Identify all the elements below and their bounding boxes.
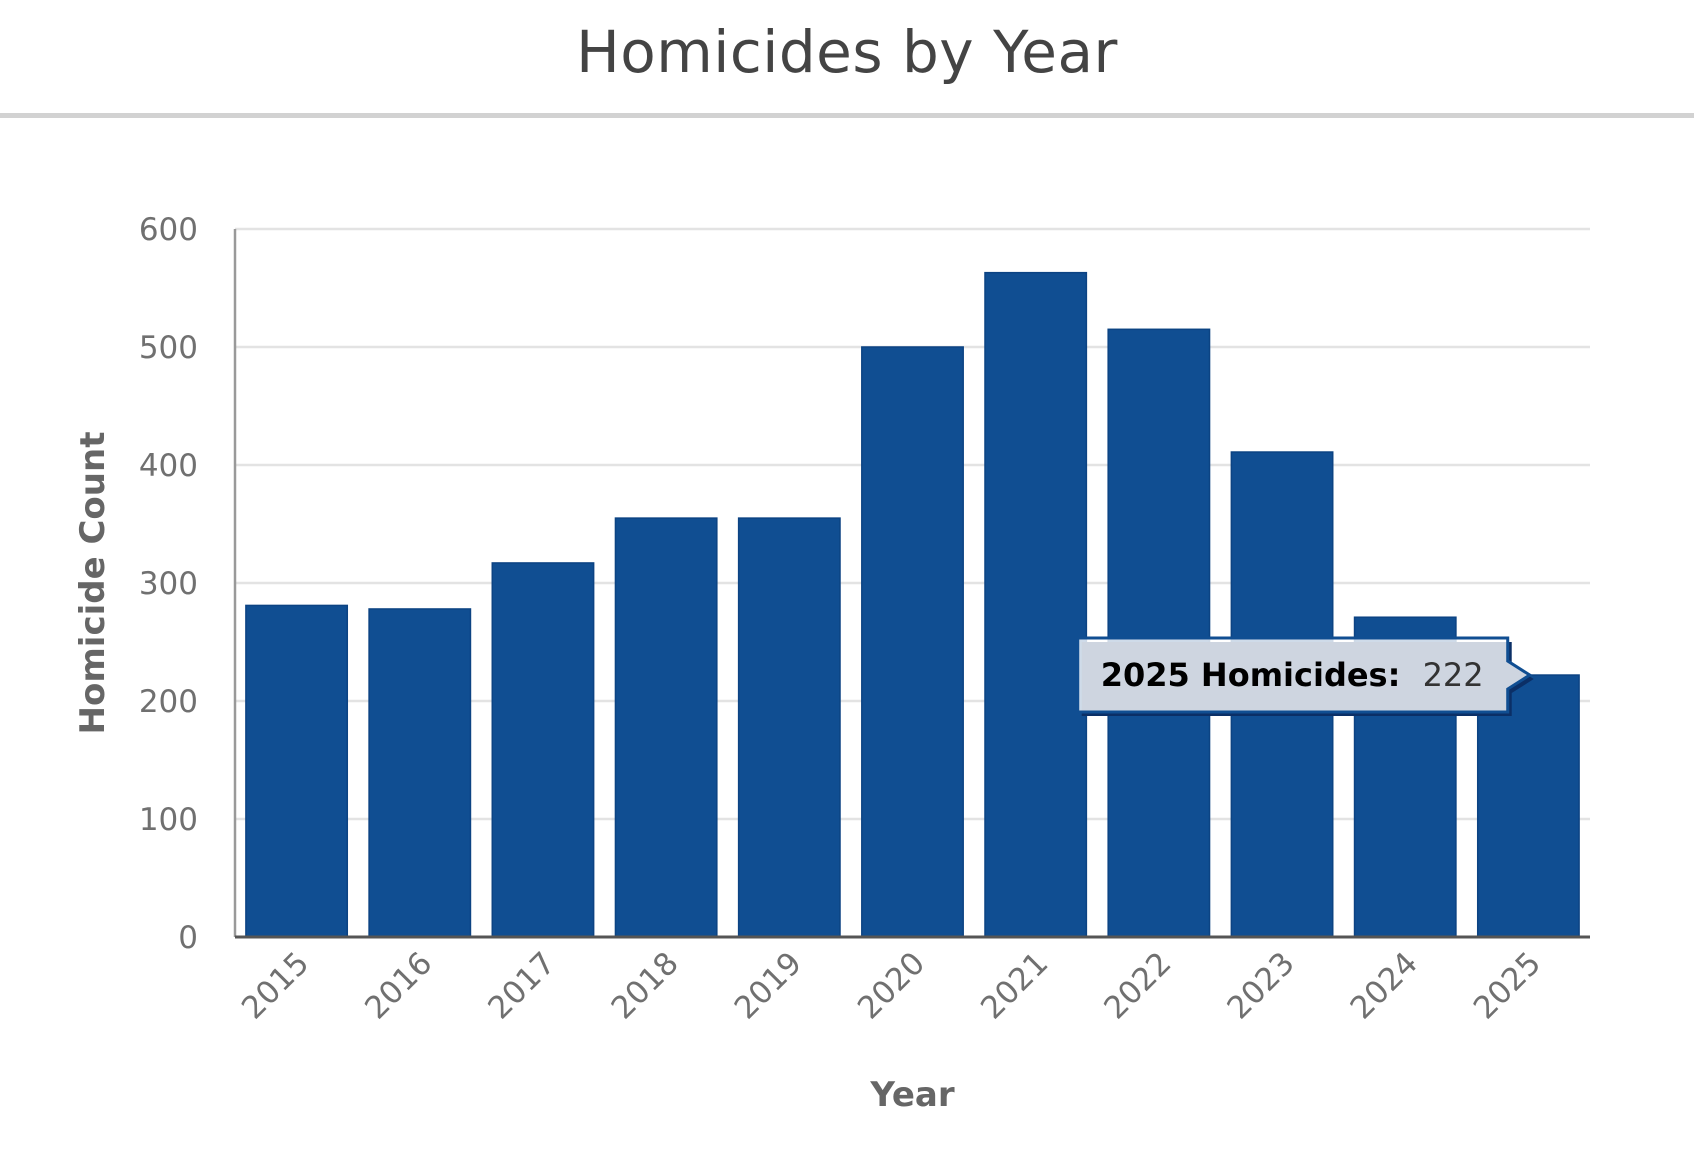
x-tick-label: 2019 (728, 945, 809, 1026)
y-tick-label: 500 (139, 330, 198, 366)
y-tick-label: 200 (139, 684, 198, 720)
x-tick-label: 2020 (851, 945, 932, 1026)
bar-2016[interactable] (368, 608, 472, 938)
bar-2018[interactable] (614, 517, 718, 938)
tooltip-label: 2025 Homicides: (1101, 656, 1401, 694)
y-axis-title: Homicide Count (73, 432, 113, 735)
bar-2019[interactable] (737, 517, 841, 938)
bars (245, 271, 1580, 938)
x-tick-label: 2017 (481, 945, 562, 1026)
x-tick-label: 2016 (358, 945, 439, 1026)
page-title: Homicides by Year (576, 18, 1118, 86)
y-tick-labels: 0 100 200 300 400 500 600 (139, 212, 198, 956)
x-tick-label: 2018 (605, 945, 686, 1026)
y-tick-label: 0 (178, 920, 198, 956)
tooltip: 2025 Homicides: 222 (1076, 636, 1534, 717)
x-tick-label: 2022 (1097, 945, 1178, 1026)
bar-2015[interactable] (245, 604, 349, 938)
x-tick-label: 2024 (1344, 945, 1425, 1026)
x-tick-label: 2015 (235, 945, 316, 1026)
bar-2022[interactable] (1107, 328, 1211, 938)
tooltip-box (1076, 636, 1533, 714)
x-tick-label: 2023 (1220, 945, 1301, 1026)
title-bar: Homicides by Year (0, 0, 1694, 118)
bar-2017[interactable] (491, 562, 595, 938)
tooltip-value: 222 (1423, 656, 1484, 694)
x-tick-label: 2021 (974, 945, 1055, 1026)
axes (233, 229, 1590, 939)
bar-2021[interactable] (984, 271, 1088, 938)
bar-2020[interactable] (861, 346, 964, 938)
y-tick-label: 400 (139, 448, 198, 484)
x-tick-label: 2025 (1467, 945, 1548, 1026)
y-tick-label: 300 (139, 566, 198, 602)
x-tick-labels: 2015 2016 2017 2018 2019 2020 2021 2022 2023 2024… (235, 945, 1548, 1026)
y-tick-label: 600 (139, 212, 198, 248)
y-tick-label: 100 (139, 802, 198, 838)
tooltip-text: 2025 Homicides: 222 (1101, 656, 1484, 694)
x-axis-title: Year (869, 1075, 955, 1115)
